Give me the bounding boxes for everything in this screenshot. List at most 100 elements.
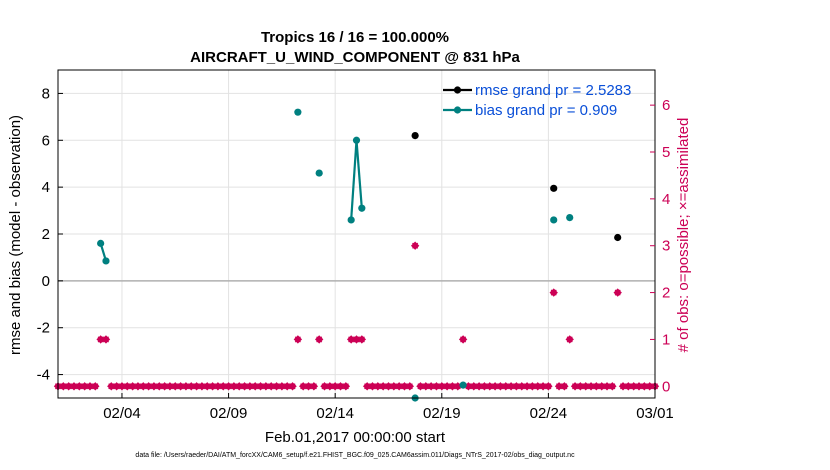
obs-assimilated-marker [332, 383, 339, 390]
obs-assimilated-marker [204, 383, 211, 390]
obs-assimilated-marker [609, 383, 616, 390]
x-tick-label: 02/04 [103, 405, 141, 422]
obs-assimilated-marker [630, 383, 637, 390]
x-axis-ticks: 02/04 02/09 02/14 02/19 02/24 03/01 [103, 393, 674, 422]
obs-assimilated-marker [635, 383, 643, 390]
obs-assimilated-marker [555, 383, 563, 390]
right-tick-label: 6 [662, 97, 670, 114]
obs-assimilated-marker [102, 336, 110, 343]
obs-assimilated-marker [220, 383, 227, 390]
obs-assimilated-marker [294, 336, 301, 343]
obs-assimilated-marker [300, 383, 307, 390]
obs-assimilated-marker [358, 336, 365, 343]
obs-assimilated-marker [587, 383, 595, 390]
obs-assimilated-marker [417, 383, 424, 390]
obs-assimilated-marker [385, 383, 392, 390]
right-tick-label: 0 [662, 378, 670, 395]
obs-assimilated-marker [214, 383, 221, 390]
obs-assimilated-marker [614, 289, 621, 296]
right-tick-label: 1 [662, 331, 670, 348]
obs-assimilated-marker [577, 383, 584, 390]
obs-assimilated-marker [241, 383, 248, 390]
obs-assimilated-marker [444, 383, 451, 390]
right-tick-label: 2 [662, 285, 670, 302]
obs-assimilated-marker [182, 383, 189, 390]
rmse-point [550, 184, 558, 192]
obs-assimilated-marker [571, 383, 579, 390]
bias-legend-label: bias grand pr = 0.909 [475, 102, 617, 119]
obs-assimilated-marker [396, 383, 403, 390]
bias-point [102, 257, 110, 265]
obs-assimilated-marker [108, 383, 115, 390]
obs-assimilated-marker [337, 383, 344, 390]
chart-title: Tropics 16 / 16 = 100.000% [261, 29, 449, 46]
left-tick-label: -2 [37, 320, 50, 337]
obs-assimilated-marker [401, 383, 408, 390]
data-file-footnote: data file: /Users/raeder/DAI/ATM_forcXX/… [135, 452, 575, 459]
obs-assimilated-marker [603, 383, 611, 390]
left-axis-ticks: -4 -2 0 2 4 6 8 [37, 85, 63, 384]
bias-point [294, 108, 302, 116]
bias-point [352, 136, 361, 144]
right-tick-label: 3 [662, 238, 670, 255]
bias-point [97, 239, 105, 247]
obs-assimilated-marker [641, 383, 648, 390]
x-tick-label: 03/01 [636, 405, 674, 422]
bias-segment [355, 140, 363, 209]
obs-assimilated-marker [150, 383, 158, 390]
obs-assimilated-marker [481, 383, 488, 390]
obs-assimilated-marker [353, 336, 360, 343]
obs-assimilated-marker [225, 383, 232, 390]
obs-assimilated-marker [342, 383, 349, 390]
rmse-point [411, 132, 419, 140]
obs-assimilated-marker [262, 383, 269, 390]
obs-assimilated-marker [390, 383, 397, 390]
obs-assimilated-marker [124, 383, 131, 390]
left-axis-label: rmse and bias (model - observation) [7, 115, 24, 355]
left-tick-label: 8 [42, 85, 50, 102]
series-points [97, 108, 622, 402]
obs-assimilated-marker [76, 383, 83, 390]
obs-assimilated-marker [433, 383, 440, 390]
obs-assimilated-marker [449, 383, 456, 390]
x-tick-label: 02/14 [316, 405, 354, 422]
bias-point [459, 381, 467, 389]
obs-assimilated-marker [566, 336, 573, 343]
obs-assimilated-marker [380, 383, 387, 390]
obs-assimilated-marker [545, 383, 552, 390]
obs-assimilated-marker [92, 383, 99, 390]
left-tick-label: 2 [42, 226, 50, 243]
obs-assimilated-marker [86, 383, 94, 390]
obs-assimilated-marker [278, 383, 285, 390]
obs-assimilated-marker [305, 383, 312, 390]
obs-assimilated-marker [97, 336, 104, 343]
obs-assimilated-marker [161, 383, 168, 390]
obs-assimilated-marker [518, 383, 525, 390]
obs-assimilated-marker [316, 336, 323, 343]
obs-assimilated-marker [550, 289, 557, 296]
obs-assimilated-marker [438, 383, 445, 390]
bias-point [347, 216, 355, 224]
obs-assimilated-marker [369, 383, 376, 390]
obs-assimilated-marker [273, 383, 280, 390]
obs-assimilated-marker [172, 383, 179, 390]
obs-assimilated-marker [593, 383, 600, 390]
obs-assimilated-marker [364, 383, 371, 390]
obs-assimilated-marker [129, 383, 136, 390]
obs-assimilated-marker [70, 383, 78, 390]
obs-assimilated-marker [81, 383, 88, 390]
bias-legend-marker [453, 106, 462, 114]
x-tick-label: 02/09 [210, 405, 248, 422]
obs-assimilated-marker [284, 383, 291, 390]
obs-assimilated-marker [326, 383, 333, 390]
obs-assimilated-marker [268, 383, 275, 390]
obs-assimilated-marker [465, 383, 472, 390]
left-tick-label: 0 [42, 273, 50, 290]
right-tick-label: 5 [662, 144, 670, 161]
obs-assimilated-marker [460, 336, 467, 343]
chart-subtitle: AIRCRAFT_U_WIND_COMPONENT @ 831 hPa [190, 49, 520, 66]
obs-assimilated-marker [209, 383, 216, 390]
obs-assimilated-marker [246, 383, 253, 390]
obs-assimilated-marker [118, 383, 126, 390]
